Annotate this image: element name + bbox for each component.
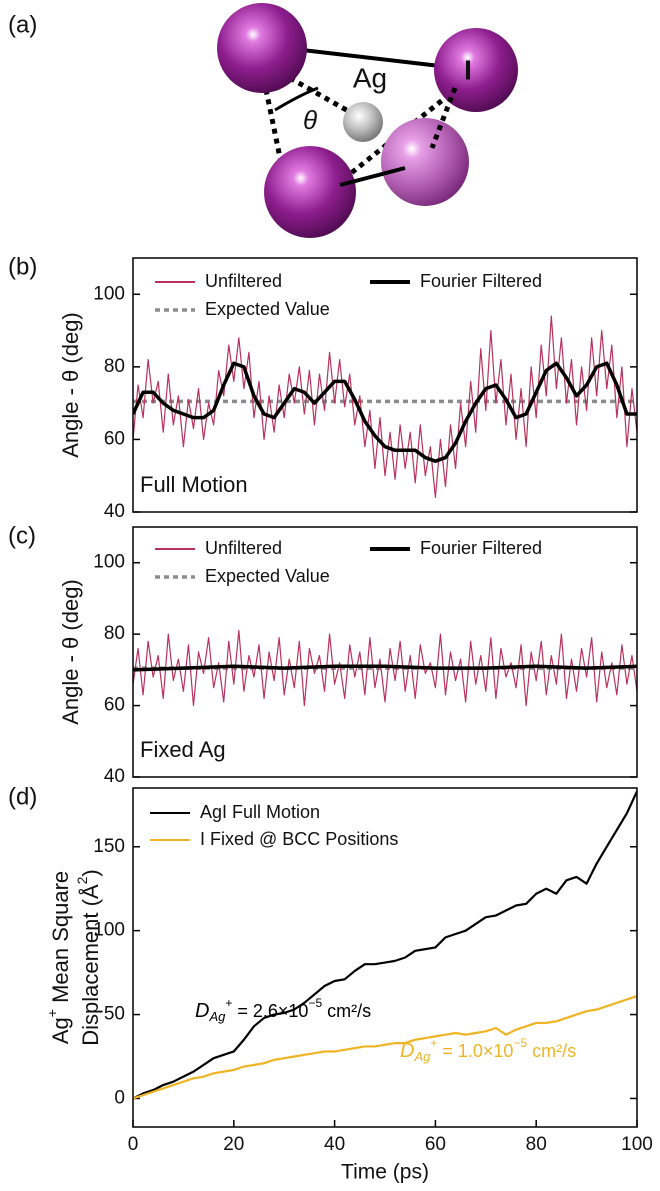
ann-exp: −5 [308,996,322,1010]
panel-label: (c) [8,522,36,549]
y-tick-label: 50 [104,1004,125,1025]
y-tick-label: 80 [104,356,125,377]
x-tick-label: 100 [621,1134,653,1155]
y-tick-label: 100 [93,552,125,573]
iodine-atom [217,3,307,93]
diagram: (a) Ag θ I [8,3,518,238]
bond [284,46,441,68]
x-tick-label: 0 [128,1134,139,1155]
x-axis-label: Time (ps) [341,1161,429,1184]
ann-text: = 1.0×10 [437,1041,513,1061]
silver-atom [343,102,383,142]
label-part: Ag [48,1017,73,1044]
data-line [133,664,637,672]
x-tick-label: 80 [526,1134,547,1155]
legend-label: Fourier Filtered [420,271,542,291]
bond [339,166,406,187]
panel-text: Full Motion [140,472,248,497]
plot-frame [132,526,638,778]
ann-unit: cm²/s [322,1001,371,1021]
angle-label: θ [303,105,317,135]
x-tick-label: 20 [223,1134,244,1155]
label-sup: + [44,1009,60,1017]
annotation: DAg+ = 1.0×10−5 cm²/s [400,1036,576,1064]
annotation: DAg+ = 2.6×10−5 cm²/s [195,996,371,1024]
data-line [133,629,637,707]
chart: 40 60 80 100 Angle - θ (deg) Unfiltered Fourie… [8,253,638,522]
panel-text: Fixed Ag [140,737,226,762]
y-tick-label: 80 [104,623,125,644]
dotted-bond [429,87,458,149]
ag-label: Ag [353,62,387,93]
y-axis-label: Ag+ Mean Square [44,871,73,1044]
y-tick-label: 40 [104,766,125,787]
label-part: ) [78,869,103,876]
chart: 40 60 80 100 Angle - θ (deg) Unfiltered Fourie… [8,522,638,787]
data-line [133,361,637,463]
data-line [133,315,637,499]
y-axis-label: Displacement (Å2) [74,869,103,1046]
x-tick-label: 40 [324,1134,345,1155]
y-axis-label: Angle - θ (deg) [58,579,83,725]
iodine-atom [264,146,356,238]
label-part: Displacement (Å [78,884,103,1046]
legend-label: Expected Value [205,566,330,586]
legend-label: Unfiltered [205,538,282,558]
y-tick-label: 60 [104,428,125,449]
y-tick-label: 150 [93,836,125,857]
label-part: Mean Square [48,871,73,1009]
y-tick-label: 60 [104,695,125,716]
angle-arc [274,86,319,112]
plot-frame [132,787,638,1128]
y-tick-label: 0 [114,1087,125,1108]
y-tick-label: 100 [93,920,125,941]
legend-label: Fourier Filtered [420,538,542,558]
legend-label: Expected Value [205,299,330,319]
ann-unit: cm²/s [527,1041,576,1061]
ann-sup: + [225,996,232,1010]
panel-label: (a) [8,11,37,38]
ann-sub: Ag [208,1009,226,1024]
ann-symbol: D [400,1040,414,1062]
ann-sub: Ag [413,1049,431,1064]
iodine-atom [434,28,518,112]
ann-exp: −5 [513,1036,527,1050]
label-sup: 2 [74,876,90,884]
legend-label: AgI Full Motion [200,802,320,822]
legend-label: Unfiltered [205,271,282,291]
ann-sup: + [430,1036,437,1050]
panel-label: (b) [8,253,37,280]
plot-frame [132,257,638,513]
y-tick-label: 100 [93,283,125,304]
y-tick-label: 40 [104,501,125,522]
legend-label: I Fixed @ BCC Positions [200,829,398,849]
y-axis-label: Angle - θ (deg) [58,312,83,458]
data-line [133,790,637,1100]
dotted-bond [288,75,352,115]
x-tick-label: 60 [425,1134,446,1155]
ann-text: = 2.6×10 [232,1001,308,1021]
data-line [133,995,637,1100]
iodine-atom [381,118,469,206]
iodine-label: I [464,54,472,85]
panel-label: (d) [8,783,37,810]
ann-symbol: D [195,1000,209,1022]
